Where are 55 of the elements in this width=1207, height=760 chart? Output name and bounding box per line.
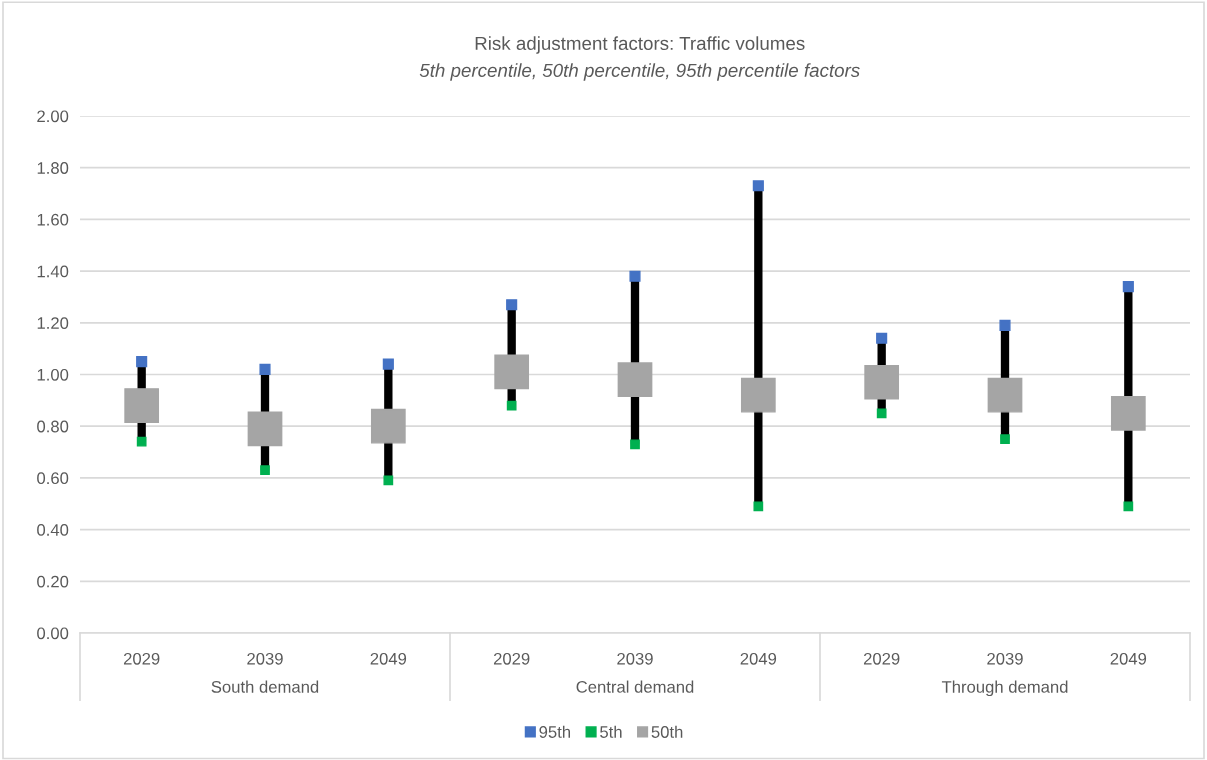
point [876,408,887,419]
y-tick-label: 1.20 [37,317,69,329]
point [370,408,406,444]
point [260,465,270,476]
point [752,180,764,192]
text: Central demand [576,680,694,693]
point [876,332,888,344]
y-tick-label: 1.80 [37,162,69,174]
y-tick-label: 2.00 [37,110,69,123]
legend-label: 95th [539,725,570,738]
x-tick-label: 2039 [247,652,283,665]
chart-subtitle: 5th percentile, 50th percentile, 95th percentile factors [419,63,860,81]
x-tick-label: 2039 [987,652,1023,665]
point [1123,501,1134,512]
point [987,377,1023,413]
x-tick-label: 2039 [617,652,653,665]
point [124,388,160,423]
point [136,436,147,447]
text: Through demand [941,680,1068,697]
y-tick-label: 0.80 [37,420,69,433]
point [617,362,653,398]
y-tick-label: 0.40 [37,524,69,536]
y-tick-label: 1.40 [37,265,69,278]
point [136,356,148,368]
point [382,358,394,370]
x-tick-label: 2029 [493,652,530,665]
legend-label: 50th [651,725,683,738]
point [506,400,517,411]
x-tick-label: 2049 [740,652,777,665]
x-tick-label: 2029 [123,652,160,665]
x-tick-label: 2049 [370,652,407,665]
point [630,439,640,450]
x-tick-label: 2029 [863,652,900,665]
chart-title: Risk adjustment factors: Traffic volumes [475,36,805,54]
point [629,270,641,282]
point [1000,434,1010,444]
point [259,363,271,375]
y-tick-label: 1.00 [37,368,69,381]
y-tick-label: 1.60 [37,213,69,226]
text: South demand [211,680,319,693]
point [247,411,283,447]
point [999,319,1011,331]
y-tick-label: 0.60 [37,472,69,485]
point [753,501,764,512]
point [1122,281,1134,293]
point [1110,395,1146,431]
legend-label: 5th [600,725,622,738]
y-tick-label: 0.00 [37,627,69,640]
point [740,377,776,413]
point [506,299,518,311]
x-tick-label: 2049 [1110,652,1147,665]
y-tick-label: 0.20 [37,575,69,588]
point [864,364,900,400]
point [383,475,394,486]
point [494,354,530,390]
